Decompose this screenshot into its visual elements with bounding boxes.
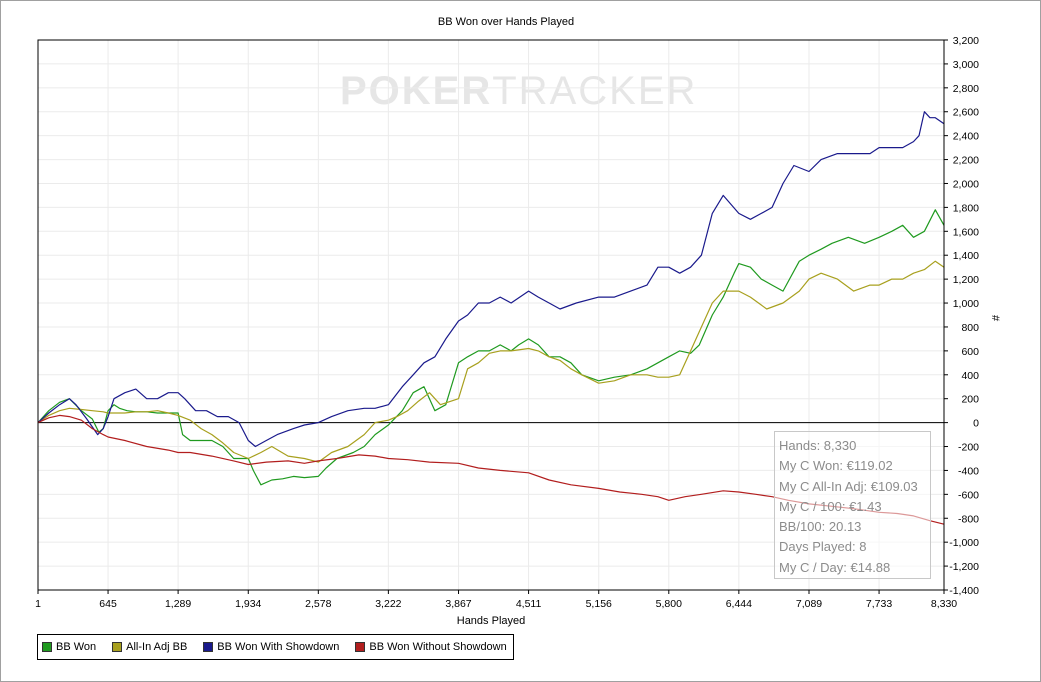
x-axis-title: Hands Played xyxy=(457,615,526,627)
y-tick-label-2: 2,800 xyxy=(953,83,979,95)
y-tick-label-1: 3,000 xyxy=(953,59,979,71)
y-tick-label-22: -1,200 xyxy=(949,561,979,573)
x-tick-label-12: 7,733 xyxy=(866,598,892,610)
y-tick-label-20: -800 xyxy=(958,513,979,525)
watermark-part-2: TRACKER xyxy=(492,69,697,113)
svg-text:POKERTRACKER: POKERTRACKER xyxy=(340,69,697,113)
x-tick-label-4: 2,578 xyxy=(305,598,331,610)
stats-box: Hands: 8,330 My C Won: €119.02 My C All-… xyxy=(774,431,931,579)
watermark-part-1: POKER xyxy=(340,69,492,113)
legend-swatch-bb-won xyxy=(42,642,52,652)
y-tick-label-21: -1,000 xyxy=(949,537,979,549)
y-tick-label-13: 600 xyxy=(961,346,979,358)
y-tick-label-0: 3,200 xyxy=(953,35,979,47)
x-axis-ticks: 1 645 1,289 1,934 2,578 3,222 3,867 4,511 5,156 5… xyxy=(35,590,957,610)
x-tick-label-1: 645 xyxy=(99,598,117,610)
y-tick-label-6: 2,000 xyxy=(953,178,979,190)
x-tick-label-5: 3,222 xyxy=(375,598,401,610)
y-axis-title: # xyxy=(989,315,1001,322)
legend-label-without-showdown: BB Won Without Showdown xyxy=(369,641,507,653)
series-lines xyxy=(37,111,945,525)
legend-label-allin-adj: All-In Adj BB xyxy=(126,641,188,653)
stat-hands: Hands: 8,330 xyxy=(779,438,857,453)
chart-title: BB Won over Hands Played xyxy=(438,16,574,28)
legend-label-with-showdown: BB Won With Showdown xyxy=(217,641,340,653)
legend-label-bb-won: BB Won xyxy=(56,641,97,653)
y-tick-label-5: 2,200 xyxy=(953,155,979,167)
y-tick-label-23: -1,400 xyxy=(949,585,979,597)
legend-swatch-with-showdown xyxy=(203,642,214,652)
y-tick-label-18: -400 xyxy=(958,465,979,477)
chart-legend: BB Won All-In Adj BB BB Won With Showdow… xyxy=(37,634,514,660)
x-tick-label-7: 4,511 xyxy=(516,598,542,610)
legend-item-without-showdown[interactable]: BB Won Without Showdown xyxy=(355,641,507,653)
series-line-1 xyxy=(37,260,945,463)
stat-per-day: My C / Day: €14.88 xyxy=(779,559,891,575)
y-tick-label-14: 400 xyxy=(961,370,979,382)
y-tick-label-9: 1,400 xyxy=(953,250,979,262)
y-tick-label-10: 1,200 xyxy=(953,274,979,286)
legend-swatch-without-showdown xyxy=(355,642,366,652)
y-axis-ticks: 3,200 3,000 2,800 2,600 2,400 2,200 2,000 1,800… xyxy=(944,35,979,597)
y-tick-label-12: 800 xyxy=(961,322,979,334)
x-tick-label-10: 6,444 xyxy=(726,598,752,610)
legend-item-allin-adj[interactable]: All-In Adj BB xyxy=(112,641,187,653)
y-tick-label-19: -600 xyxy=(958,489,979,501)
stat-bb-per-100: BB/100: 20.13 xyxy=(779,519,862,535)
watermark-logo: POKERTRACKER xyxy=(340,69,697,113)
legend-item-bb-won[interactable]: BB Won xyxy=(42,641,96,653)
legend-item-with-showdown[interactable]: BB Won With Showdown xyxy=(203,641,339,653)
stat-per-100: My C / 100: €1.43 xyxy=(779,498,882,514)
y-tick-label-8: 1,600 xyxy=(953,226,979,238)
y-tick-label-3: 2,600 xyxy=(953,107,979,119)
legend-swatch-allin-adj xyxy=(112,642,123,652)
y-tick-label-17: -200 xyxy=(958,442,979,454)
y-tick-label-7: 1,800 xyxy=(953,202,979,214)
x-tick-label-0: 1 xyxy=(35,598,41,610)
x-tick-label-3: 1,934 xyxy=(235,598,261,610)
y-tick-label-11: 1,000 xyxy=(953,298,979,310)
plot-area-frame xyxy=(37,39,945,591)
x-tick-label-8: 5,156 xyxy=(586,598,612,610)
series-line-2 xyxy=(37,111,945,448)
y-tick-label-4: 2,400 xyxy=(953,131,979,143)
y-tick-label-15: 200 xyxy=(961,394,979,406)
x-tick-label-13: 8,330 xyxy=(931,598,957,610)
y-tick-label-16: 0 xyxy=(973,418,979,430)
stat-days-played: Days Played: 8 xyxy=(779,539,867,555)
series-line-0 xyxy=(37,209,945,486)
stat-allin-adj: My C All-In Adj: €109.03 xyxy=(779,478,918,494)
stat-won: My C Won: €119.02 xyxy=(779,458,893,474)
x-tick-label-11: 7,089 xyxy=(796,598,822,610)
x-tick-label-2: 1,289 xyxy=(165,598,191,610)
x-tick-label-6: 3,867 xyxy=(445,598,471,610)
x-tick-label-9: 5,800 xyxy=(656,598,682,610)
